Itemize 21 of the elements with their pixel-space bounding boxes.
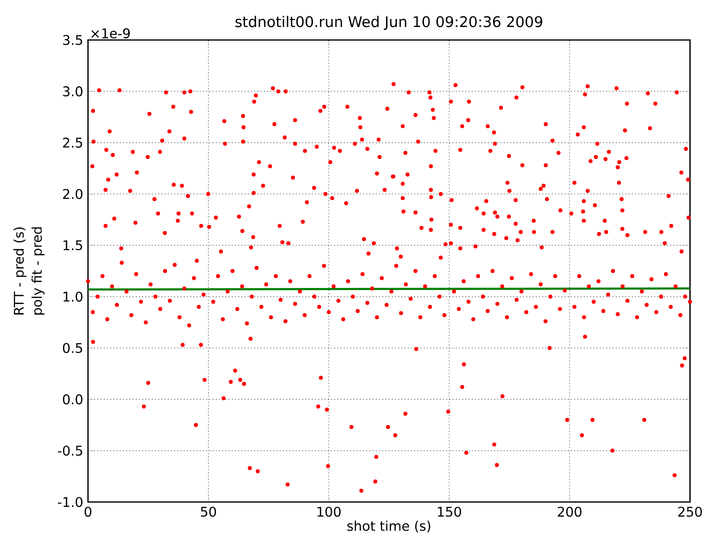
text: poly fit - pred xyxy=(32,227,44,315)
x-tick-label: 50 xyxy=(200,506,216,517)
y-tick-label: 1.5 xyxy=(64,240,82,250)
x-tick-label: 150 xyxy=(438,506,462,517)
y-tick-label: -0.5 xyxy=(58,446,82,456)
x-tick-label: 200 xyxy=(558,506,582,517)
y-tick-label: 2.0 xyxy=(63,188,82,200)
y-tick-label: 2.5 xyxy=(63,138,82,148)
x-axis-title: shot time (s) xyxy=(347,520,430,533)
y-tick-label: 3.5 xyxy=(63,34,82,46)
text: ×1e-9 xyxy=(91,28,130,38)
x-tick-label: 100 xyxy=(318,506,341,517)
y-tick-label: -1.0 xyxy=(58,496,82,508)
y-tick-label: 0.0 xyxy=(62,394,82,404)
y-axis-title: RTT - pred (s) xyxy=(14,227,26,314)
y-tick-label: 0.5 xyxy=(62,342,82,354)
y-tick-label: 3.0 xyxy=(63,86,82,96)
y-tick-label: 1.0 xyxy=(64,292,82,302)
x-tick-label: 0 xyxy=(84,506,92,517)
x-tick-label: 250 xyxy=(678,506,702,517)
chart-title: stdnotilt00.run Wed Jun 10 09:20:36 2009 xyxy=(235,16,542,30)
